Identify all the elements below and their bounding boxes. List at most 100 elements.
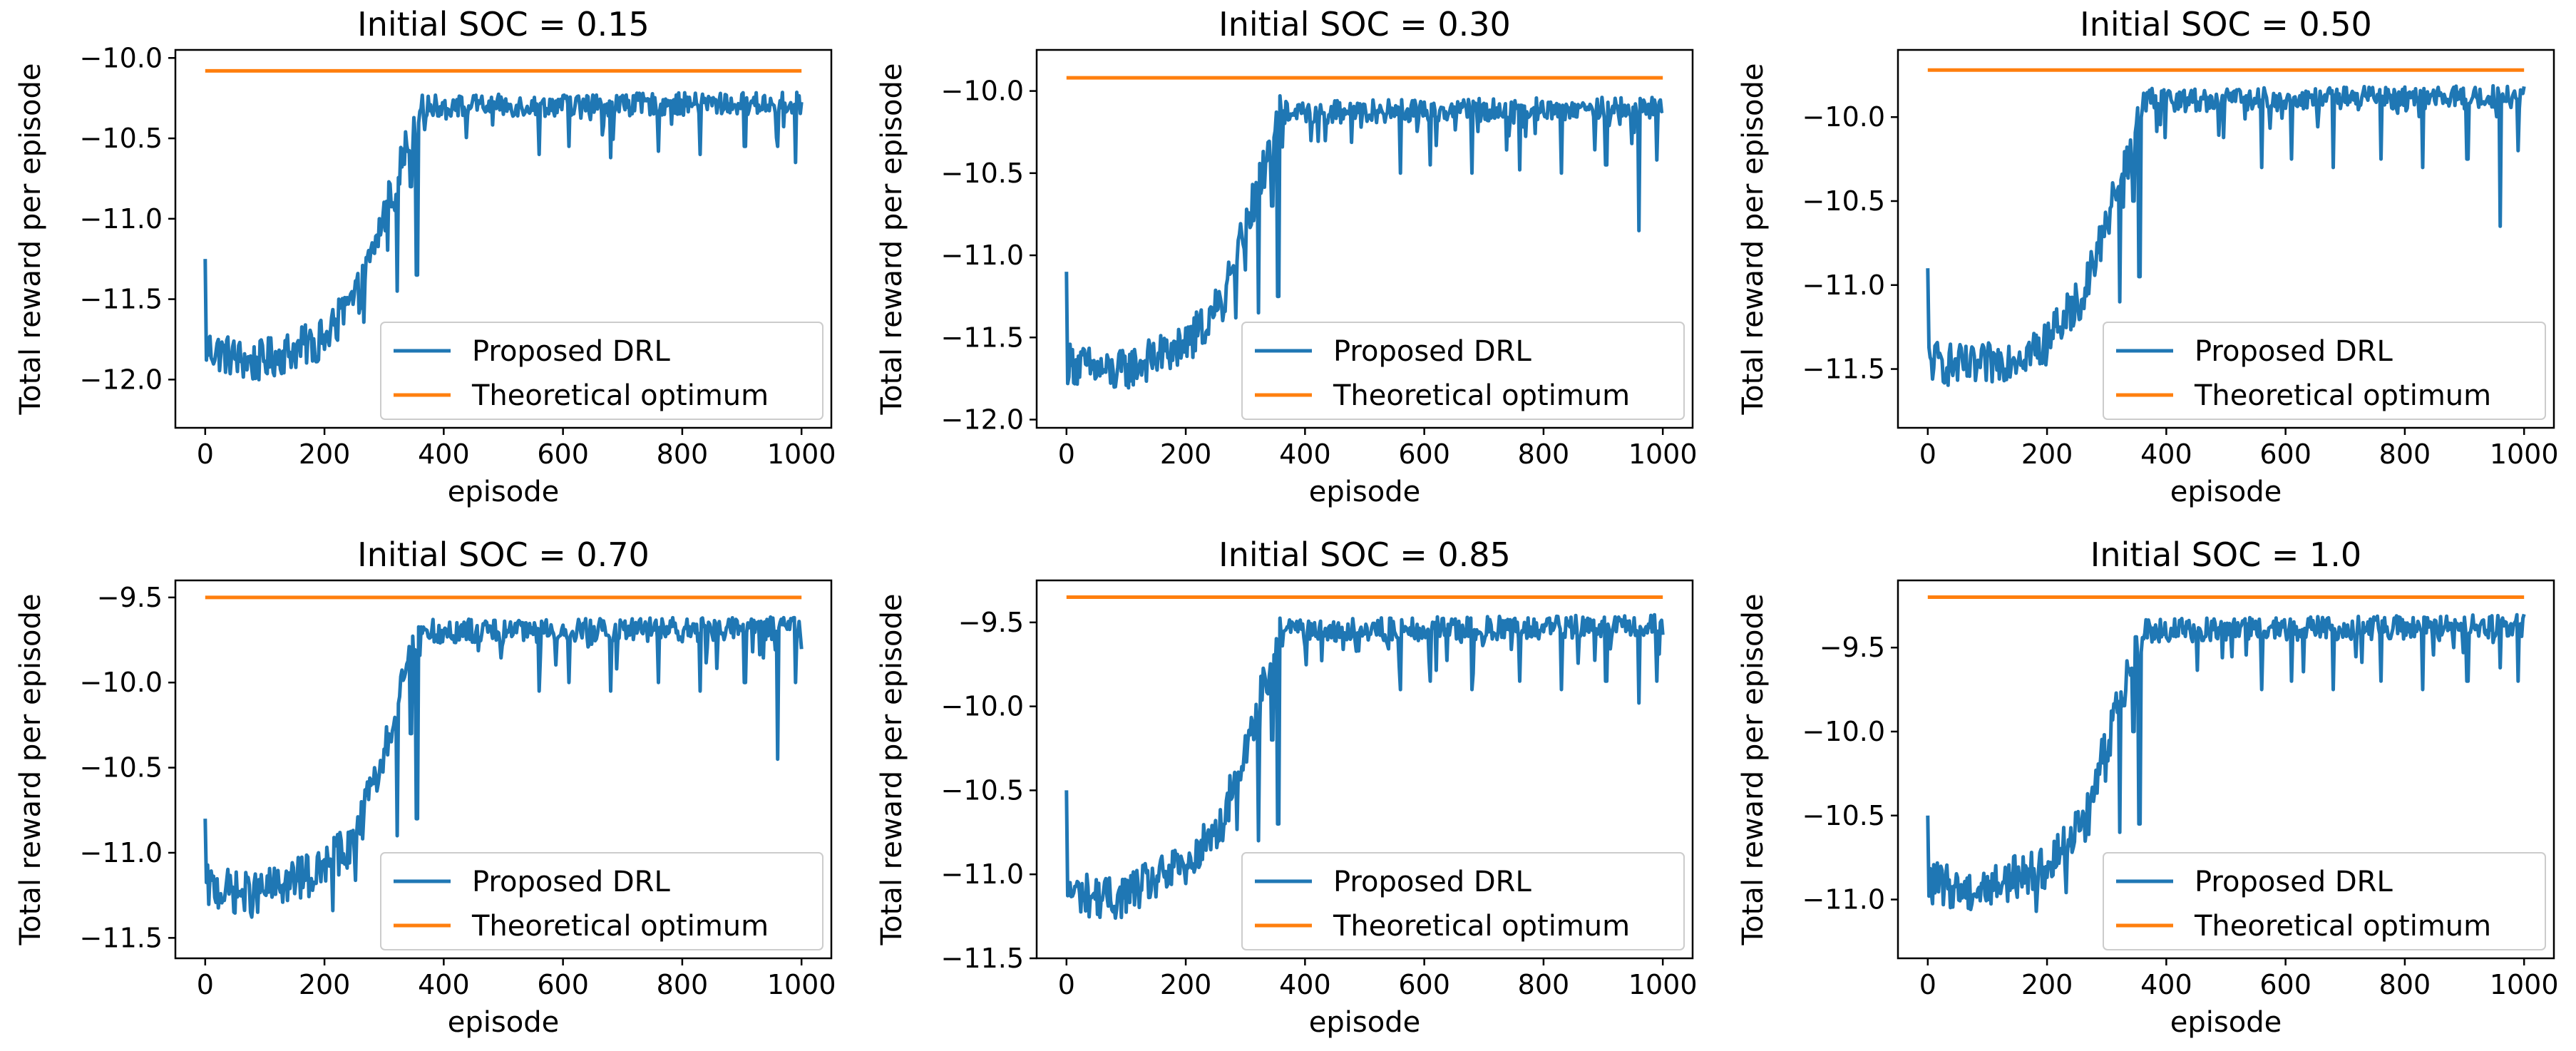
y-tick-label: −10.5 [80, 123, 163, 154]
x-tick-label: 200 [1160, 969, 1212, 1000]
plot-area [1064, 595, 1665, 921]
x-tick-label: 1000 [767, 969, 836, 1000]
plot-area [203, 595, 804, 919]
y-tick-label: −11.0 [1802, 884, 1885, 916]
x-tick-label: 600 [1398, 439, 1450, 470]
x-tick-label: 800 [2379, 969, 2431, 1000]
chart-panel: Initial SOC = 0.30 0 200 400 600 800 1000 −12.0… [876, 5, 1698, 508]
x-axis-label: episode [448, 476, 559, 508]
legend-label-proposed-drl: Proposed DRL [2195, 335, 2393, 368]
x-tick-label: 1000 [1628, 439, 1698, 470]
legend-box [2103, 322, 2546, 420]
y-tick-label: −12.0 [941, 404, 1024, 435]
y-axis-label: Total reward per episode [14, 594, 47, 946]
y-axis-label: Total reward per episode [876, 594, 908, 946]
y-tick-label: −11.5 [80, 284, 163, 315]
axes-frame [1897, 579, 2555, 960]
x-tick-label: 800 [2379, 439, 2431, 470]
chart-title: Initial SOC = 0.50 [2080, 5, 2372, 43]
x-tick-label: 0 [197, 969, 214, 1000]
y-tick-label: −10.5 [80, 752, 163, 784]
axes-frame [1897, 48, 2555, 429]
x-tick-label: 600 [1398, 969, 1450, 1000]
x-tick-label: 0 [1919, 439, 1936, 470]
y-tick-label: −10.5 [941, 774, 1024, 806]
x-axis-label: episode [1309, 1006, 1420, 1039]
y-tick-label: −10.0 [941, 691, 1024, 722]
x-tick-label: 200 [2021, 969, 2073, 1000]
y-tick-label: −11.5 [941, 943, 1024, 974]
legend-label-theoretical-optimum: Theoretical optimum [2194, 910, 2491, 943]
x-tick-label: 0 [1919, 969, 1936, 1000]
x-tick-label: 400 [2140, 439, 2192, 470]
x-tick-label: 400 [1279, 439, 1331, 470]
legend: Proposed DRL Theoretical optimum [1241, 322, 1685, 420]
legend-box [2103, 852, 2546, 950]
series-line-proposed-drl [203, 615, 804, 919]
legend-label-theoretical-optimum: Theoretical optimum [1333, 379, 1630, 412]
series-line-proposed-drl [1926, 83, 2526, 387]
x-tick-label: 1000 [767, 439, 836, 470]
x-tick-label: 0 [1058, 969, 1075, 1000]
y-axis-label: Total reward per episode [876, 63, 908, 416]
y-tick-label: −11.0 [941, 240, 1024, 271]
chart-panel: Initial SOC = 0.50 0 200 400 600 800 1000 −11.5… [1737, 5, 2559, 508]
y-axis-label: Total reward per episode [1737, 63, 1770, 416]
legend-box [1241, 322, 1685, 420]
legend: Proposed DRL Theoretical optimum [380, 852, 823, 950]
x-tick-label: 200 [1160, 439, 1212, 470]
chart-panel: Initial SOC = 0.15 0 200 400 600 800 1000 −12.0… [14, 5, 836, 508]
y-tick-label: −10.0 [941, 76, 1024, 107]
chart-panel: Initial SOC = 0.85 0 200 400 600 800 1000 −11.5… [876, 535, 1698, 1039]
y-tick-label: −10.5 [941, 158, 1024, 189]
y-tick-label: −12.0 [80, 364, 163, 395]
chart-title: Initial SOC = 1.0 [2090, 535, 2361, 574]
legend-label-theoretical-optimum: Theoretical optimum [471, 379, 769, 412]
x-axis-label: episode [2170, 1006, 2282, 1039]
x-axis-label: episode [2170, 476, 2282, 508]
legend-box [380, 322, 823, 420]
series-line-proposed-drl [1926, 612, 2526, 913]
y-axis-label: Total reward per episode [1737, 594, 1770, 946]
y-tick-label: −10.0 [1802, 716, 1885, 747]
y-tick-label: −10.5 [1802, 185, 1885, 217]
legend-label-proposed-drl: Proposed DRL [472, 335, 670, 368]
y-tick-label: −9.5 [97, 582, 163, 613]
chart-title: Initial SOC = 0.85 [1218, 535, 1511, 574]
legend-label-theoretical-optimum: Theoretical optimum [1333, 910, 1630, 943]
legend-label-proposed-drl: Proposed DRL [472, 866, 670, 898]
legend: Proposed DRL Theoretical optimum [2103, 322, 2546, 420]
x-tick-label: 800 [657, 439, 709, 470]
series-line-proposed-drl [1064, 94, 1664, 390]
plot-area [203, 68, 804, 381]
y-tick-label: −10.0 [80, 42, 163, 73]
x-tick-label: 1000 [1628, 969, 1698, 1000]
legend: Proposed DRL Theoretical optimum [380, 322, 823, 420]
axes-frame [1035, 48, 1694, 429]
x-tick-label: 600 [537, 969, 589, 1000]
x-tick-label: 200 [2021, 439, 2073, 470]
series-line-proposed-drl [203, 91, 804, 381]
chart-panel: Initial SOC = 1.0 0 200 400 600 800 1000 −11.0 −… [1737, 535, 2559, 1039]
x-tick-label: 1000 [2490, 969, 2559, 1000]
plot-area [1926, 595, 2526, 913]
y-tick-label: −9.5 [958, 607, 1024, 638]
chart-title: Initial SOC = 0.15 [357, 5, 650, 43]
x-axis-label: episode [448, 1006, 559, 1039]
y-tick-label: −11.0 [941, 858, 1024, 890]
x-axis-label: episode [1309, 476, 1420, 508]
x-tick-label: 0 [197, 439, 214, 470]
legend-label-theoretical-optimum: Theoretical optimum [2194, 379, 2491, 412]
x-tick-label: 600 [537, 439, 589, 470]
legend-box [380, 852, 823, 950]
y-tick-label: −11.0 [1802, 270, 1885, 301]
x-tick-label: 1000 [2490, 439, 2559, 470]
x-tick-label: 600 [2259, 969, 2311, 1000]
y-tick-label: −11.5 [1802, 354, 1885, 385]
y-axis-label: Total reward per episode [14, 63, 47, 416]
x-tick-label: 0 [1058, 439, 1075, 470]
legend: Proposed DRL Theoretical optimum [1241, 852, 1685, 950]
x-tick-label: 200 [299, 969, 351, 1000]
y-tick-label: −9.5 [1820, 632, 1885, 663]
